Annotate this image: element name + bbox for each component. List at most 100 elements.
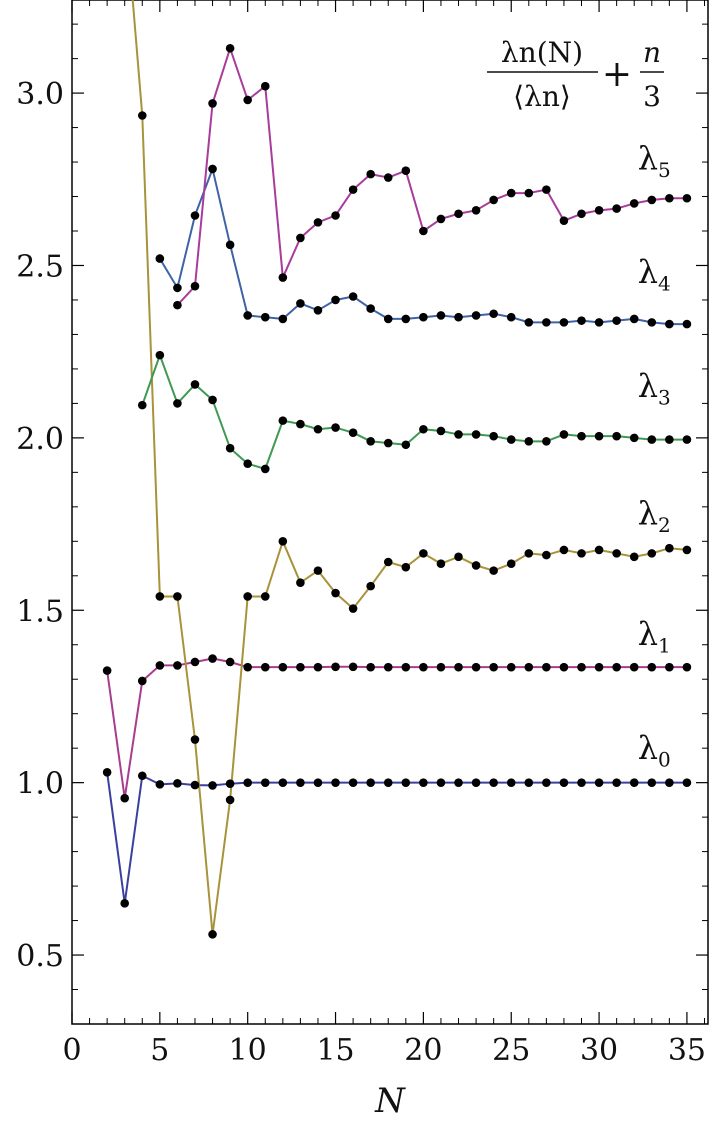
data-point-lambda-1	[173, 661, 182, 670]
data-point-lambda-4	[348, 292, 358, 301]
data-point-lambda-5	[348, 185, 358, 194]
data-point-lambda-3	[260, 464, 270, 474]
data-point-lambda-0	[594, 778, 604, 787]
data-point-lambda-4	[665, 319, 674, 329]
data-point-lambda-4	[278, 314, 288, 324]
data-point-lambda-0	[155, 780, 165, 789]
data-point-lambda-3	[524, 437, 534, 446]
data-point-lambda-5	[577, 209, 586, 219]
data-point-lambda-2	[454, 552, 463, 562]
data-point-lambda-2	[296, 578, 305, 587]
data-point-lambda-3	[366, 437, 375, 446]
data-point-lambda-4	[454, 312, 463, 322]
data-point-lambda-4	[243, 311, 252, 320]
data-point-lambda-0	[296, 778, 305, 787]
data-point-lambda-1	[419, 662, 428, 672]
data-point-lambda-3	[243, 459, 252, 469]
data-point-lambda-5	[366, 169, 375, 179]
data-point-lambda-0	[489, 778, 498, 787]
data-point-lambda-5	[629, 199, 639, 208]
data-point-lambda-2	[629, 552, 639, 562]
data-point-lambda-3	[489, 431, 498, 441]
data-point-lambda-1	[331, 662, 340, 672]
data-point-lambda-1	[612, 662, 621, 672]
y-tick-label: 0.5	[16, 939, 64, 974]
data-point-lambda-2	[313, 566, 323, 575]
y-tick-label: 3.0	[16, 77, 64, 112]
data-point-lambda-1	[594, 662, 604, 672]
data-point-lambda-3	[278, 416, 288, 425]
data-point-lambda-0	[506, 778, 516, 787]
data-point-lambda-4	[471, 311, 481, 320]
data-point-lambda-5	[243, 95, 252, 105]
data-point-lambda-0	[383, 778, 393, 787]
series-label-lambda-5: λ5	[638, 139, 671, 182]
data-point-lambda-5	[173, 300, 182, 310]
data-point-lambda-2	[208, 930, 217, 939]
data-point-lambda-2	[665, 543, 674, 553]
data-point-lambda-4	[296, 299, 305, 308]
data-point-lambda-0	[278, 778, 288, 787]
data-point-lambda-0	[260, 778, 270, 787]
data-point-lambda-2	[612, 549, 621, 558]
data-point-lambda-1	[506, 662, 516, 672]
data-point-lambda-2	[559, 545, 569, 555]
data-point-lambda-0	[401, 778, 411, 787]
data-point-lambda-5	[506, 188, 516, 198]
data-point-lambda-4	[436, 311, 446, 320]
data-point-lambda-2	[647, 549, 657, 558]
data-point-lambda-5	[260, 81, 270, 91]
data-point-lambda-3	[577, 431, 586, 441]
data-point-lambda-5	[454, 209, 463, 219]
data-point-lambda-5	[471, 206, 481, 215]
data-point-lambda-4	[506, 312, 516, 322]
data-point-lambda-3	[331, 423, 340, 432]
data-point-lambda-5	[489, 195, 498, 205]
formula-numerator: λn(N)	[501, 36, 583, 69]
data-point-lambda-5	[524, 188, 534, 198]
data-point-lambda-0	[313, 778, 323, 787]
data-point-lambda-4	[208, 164, 217, 174]
data-point-lambda-3	[401, 440, 411, 450]
data-point-lambda-0	[102, 768, 112, 777]
data-point-lambda-5	[682, 193, 692, 203]
data-point-lambda-5	[190, 281, 200, 291]
data-point-lambda-0	[419, 778, 428, 787]
data-point-lambda-2	[542, 550, 551, 560]
data-point-lambda-3	[682, 435, 692, 444]
data-point-lambda-5	[331, 211, 340, 220]
data-point-lambda-3	[542, 437, 551, 446]
data-point-lambda-1	[647, 662, 657, 672]
data-point-lambda-1	[383, 662, 393, 672]
data-point-lambda-1	[489, 662, 498, 672]
data-point-lambda-0	[629, 778, 639, 787]
data-point-lambda-4	[524, 318, 534, 327]
data-point-lambda-4	[612, 316, 621, 325]
data-point-lambda-5	[594, 206, 604, 215]
data-point-lambda-2	[577, 549, 586, 558]
data-point-lambda-5	[383, 173, 393, 182]
data-point-lambda-5	[665, 193, 674, 203]
y-tick-label: 2.5	[16, 249, 64, 284]
data-point-lambda-2	[190, 735, 200, 744]
data-point-lambda-4	[577, 316, 586, 325]
data-point-lambda-4	[489, 309, 498, 319]
data-point-lambda-2	[401, 562, 411, 572]
series-line-lambda-0	[106, 772, 687, 905]
data-point-lambda-2	[383, 557, 393, 567]
data-point-lambda-3	[225, 443, 235, 453]
data-point-lambda-0	[647, 778, 657, 787]
data-point-lambda-2	[471, 561, 481, 570]
data-point-lambda-1	[524, 662, 534, 672]
data-point-lambda-3	[313, 424, 323, 434]
data-point-lambda-1	[278, 662, 288, 672]
x-tick-label: 10	[229, 1033, 267, 1068]
formula-plus: +	[602, 54, 632, 95]
data-point-lambda-5	[612, 204, 621, 213]
data-point-lambda-3	[506, 435, 516, 444]
data-point-lambda-1	[190, 657, 200, 667]
data-point-lambda-3	[559, 430, 569, 439]
data-point-lambda-4	[331, 295, 340, 305]
data-point-lambda-3	[454, 430, 463, 439]
data-point-lambda-2	[366, 581, 375, 591]
